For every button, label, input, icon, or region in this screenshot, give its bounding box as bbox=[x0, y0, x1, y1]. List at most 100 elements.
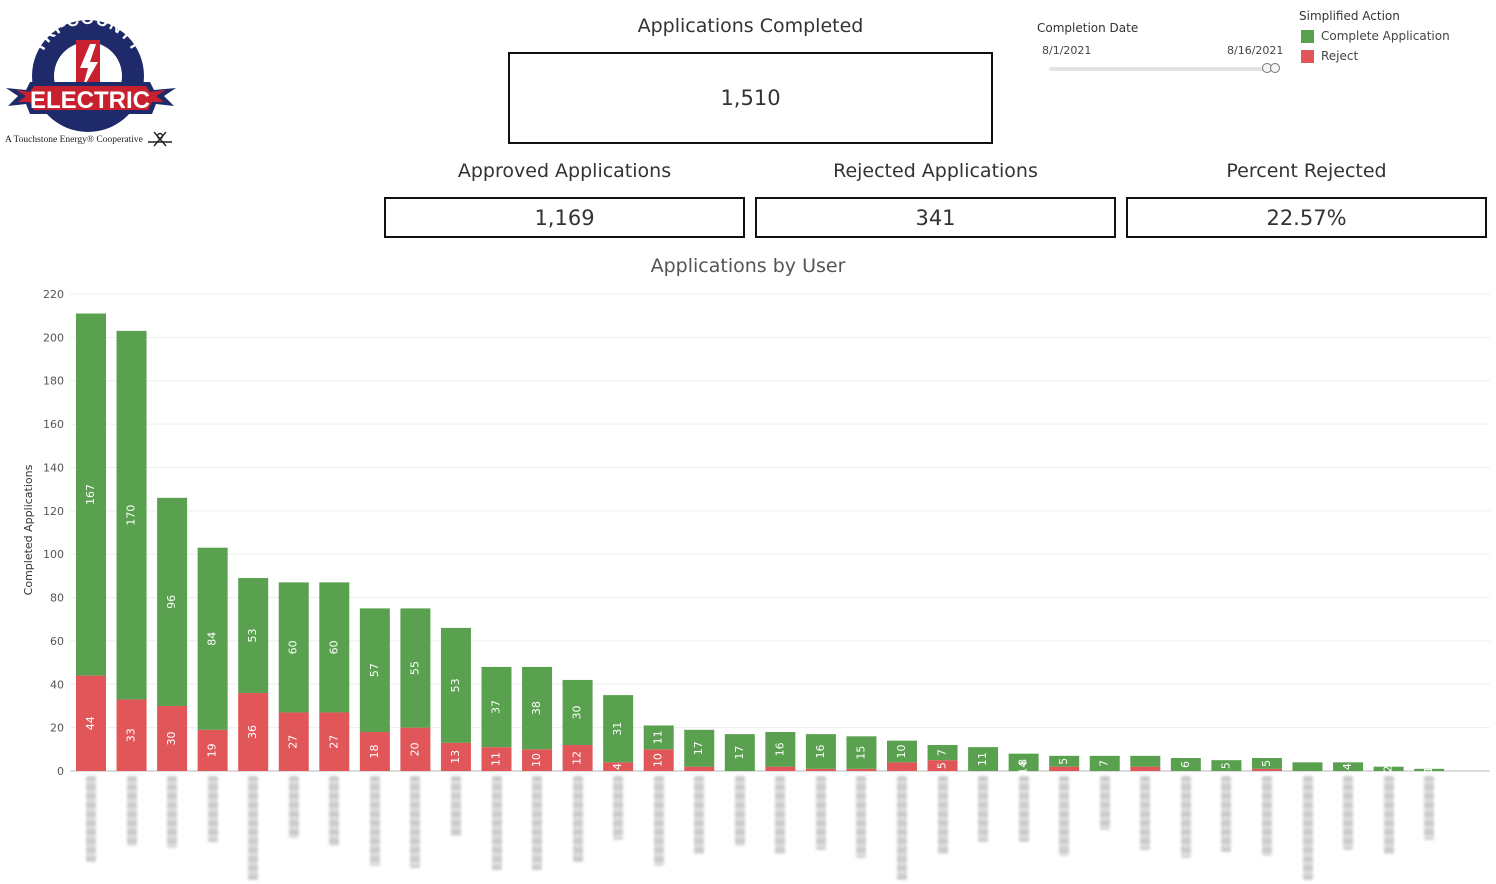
logo-bolt-icon bbox=[80, 44, 98, 90]
data-label-reject: 5 bbox=[936, 762, 949, 769]
bar-reject[interactable] bbox=[765, 766, 796, 771]
x-tick-label-redacted bbox=[1383, 776, 1394, 854]
bar-reject[interactable] bbox=[805, 768, 836, 771]
bar-reject[interactable] bbox=[116, 699, 147, 771]
bar-complete-application[interactable] bbox=[1333, 762, 1364, 771]
bar-reject[interactable] bbox=[359, 731, 390, 771]
data-label-complete: 16 bbox=[773, 742, 786, 756]
x-tick-label-redacted bbox=[126, 776, 137, 846]
bar-complete-application[interactable] bbox=[724, 734, 755, 771]
bar-complete-application[interactable] bbox=[319, 582, 350, 713]
applications-completed-box: 1,510 bbox=[508, 52, 993, 144]
bar-complete-application[interactable] bbox=[765, 731, 796, 767]
data-label-complete: 16 bbox=[814, 744, 827, 758]
bar-complete-application[interactable] bbox=[1211, 760, 1242, 771]
data-label-complete: 53 bbox=[246, 628, 259, 642]
bar-complete-application[interactable] bbox=[359, 608, 390, 732]
bar-reject[interactable] bbox=[400, 727, 431, 771]
bar-reject[interactable] bbox=[643, 749, 674, 771]
bar-complete-application[interactable] bbox=[968, 747, 999, 771]
bar-reject[interactable] bbox=[319, 712, 350, 771]
data-label-complete: 30 bbox=[571, 705, 584, 719]
bar-reject[interactable] bbox=[238, 692, 269, 771]
completion-date-end-handle[interactable] bbox=[1270, 63, 1280, 73]
bar-complete-application[interactable] bbox=[238, 578, 269, 693]
bar-reject[interactable] bbox=[522, 749, 553, 771]
data-label-complete: 7 bbox=[1098, 760, 1111, 767]
bar-complete-application[interactable] bbox=[522, 666, 553, 750]
bar-reject[interactable] bbox=[278, 712, 309, 771]
bar-reject[interactable] bbox=[1130, 766, 1161, 771]
bar-reject[interactable] bbox=[197, 729, 228, 771]
applications-by-user-chart: Completed Applications 02040608010012014… bbox=[22, 288, 1490, 778]
rejected-applications-value: 341 bbox=[915, 205, 956, 230]
legend-item-complete-application[interactable]: Complete Application bbox=[1301, 29, 1450, 43]
bar-complete-application[interactable] bbox=[1049, 755, 1080, 767]
bar-complete-application[interactable] bbox=[197, 547, 228, 730]
bar-complete-application[interactable] bbox=[1089, 755, 1120, 771]
x-tick-label-redacted bbox=[1059, 776, 1070, 856]
bar-complete-application[interactable] bbox=[846, 736, 877, 769]
y-tick-label: 100 bbox=[43, 548, 64, 561]
bar-complete-application[interactable] bbox=[684, 729, 715, 767]
bar-complete-application[interactable] bbox=[805, 734, 836, 769]
data-label-reject: 4 bbox=[611, 763, 624, 770]
bar-complete-application[interactable] bbox=[927, 744, 958, 761]
x-tick-label-redacted bbox=[1424, 776, 1435, 840]
bar-reject[interactable] bbox=[1049, 766, 1080, 771]
data-label-reject: 11 bbox=[490, 752, 503, 766]
bar-complete-application[interactable] bbox=[887, 740, 917, 763]
approved-applications-title: Approved Applications bbox=[457, 160, 672, 182]
bar-complete-application[interactable] bbox=[603, 695, 634, 763]
data-label-complete: 5 bbox=[1219, 762, 1232, 769]
rejected-applications-box: 341 bbox=[755, 197, 1116, 238]
x-tick-label-redacted bbox=[369, 776, 380, 866]
x-tick-label-redacted bbox=[167, 776, 178, 848]
bar-complete-application[interactable] bbox=[643, 725, 674, 750]
bar-complete-application[interactable] bbox=[1130, 755, 1161, 767]
bar-complete-application[interactable] bbox=[157, 497, 188, 706]
data-label-complete: 170 bbox=[125, 505, 138, 526]
bar-reject[interactable] bbox=[846, 768, 877, 771]
data-label-complete: 17 bbox=[733, 746, 746, 760]
x-tick-label-redacted bbox=[1343, 776, 1354, 850]
bar-complete-application[interactable] bbox=[1008, 753, 1039, 771]
bar-reject[interactable] bbox=[1251, 768, 1282, 771]
bar-reject[interactable] bbox=[481, 747, 512, 771]
completion-date-start: 8/1/2021 bbox=[1042, 44, 1092, 57]
bar-complete-application[interactable] bbox=[400, 608, 431, 728]
legend-item-reject[interactable]: Reject bbox=[1301, 49, 1358, 63]
completion-date-slider-track[interactable] bbox=[1049, 67, 1274, 71]
bar-complete-application[interactable] bbox=[1292, 762, 1323, 771]
y-tick-label: 20 bbox=[50, 722, 64, 735]
bar-reject[interactable] bbox=[927, 760, 958, 771]
percent-rejected-title: Percent Rejected bbox=[1226, 160, 1387, 182]
bar-reject[interactable] bbox=[157, 705, 188, 771]
bar-complete-application[interactable] bbox=[1170, 757, 1201, 771]
x-tick-label-redacted bbox=[775, 776, 786, 854]
bar-reject[interactable] bbox=[440, 742, 471, 771]
bar-complete-application[interactable] bbox=[278, 582, 309, 713]
bar-reject[interactable] bbox=[562, 744, 593, 771]
data-label-complete: 4 bbox=[1341, 763, 1354, 770]
bar-complete-application[interactable] bbox=[481, 666, 512, 748]
bar-complete-application[interactable] bbox=[562, 679, 593, 745]
data-label-complete: 37 bbox=[490, 700, 503, 714]
x-tick-label-redacted bbox=[1180, 776, 1191, 858]
bar-complete-application[interactable] bbox=[440, 627, 471, 743]
bar-reject[interactable] bbox=[76, 675, 106, 771]
data-label-complete: 31 bbox=[611, 722, 624, 736]
bar-complete-application[interactable] bbox=[1373, 766, 1404, 771]
bar-complete-application[interactable] bbox=[116, 330, 147, 700]
bar-complete-application[interactable] bbox=[76, 313, 106, 676]
bar-reject[interactable] bbox=[887, 762, 917, 771]
x-tick-label-redacted bbox=[1302, 776, 1313, 880]
bar-complete-application[interactable] bbox=[1414, 768, 1445, 771]
x-tick-label-redacted bbox=[1221, 776, 1232, 852]
bar-reject[interactable] bbox=[603, 762, 634, 771]
bar-reject[interactable] bbox=[684, 766, 715, 771]
data-label-complete: 84 bbox=[206, 632, 219, 646]
bar-complete-application[interactable] bbox=[1251, 757, 1282, 769]
x-tick-label-redacted bbox=[653, 776, 664, 866]
data-label-reject: 44 bbox=[84, 716, 97, 730]
